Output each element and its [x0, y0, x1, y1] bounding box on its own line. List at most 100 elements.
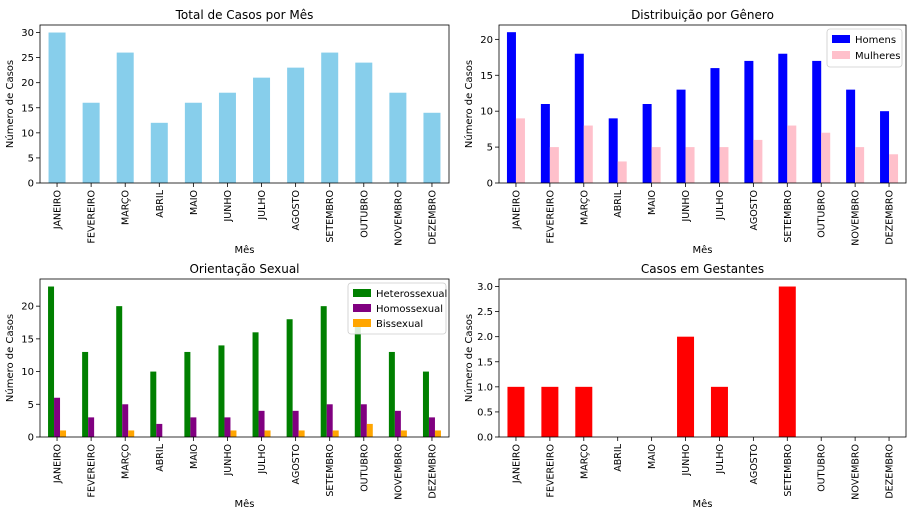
bar-abril	[150, 122, 168, 183]
bar-abril-mulheres	[617, 161, 627, 183]
chart-panel-1: Total de Casos por Mês 0 5 10 15 20 25 30 JANEIR…	[4, 8, 450, 256]
x-tick-label: AGOSTO	[291, 190, 302, 230]
legend-swatch	[353, 289, 371, 297]
bar-março	[116, 52, 134, 183]
legend-swatch	[353, 304, 371, 312]
plot-frame	[498, 278, 907, 438]
bar-dezembro-homens	[880, 111, 890, 183]
bar-maio	[184, 102, 202, 183]
bar-junho-homens	[676, 89, 686, 183]
bar-dezembro-homossexual	[428, 417, 435, 437]
bar-agosto-bissexual	[298, 430, 305, 437]
bar-outubro-mulheres	[821, 132, 831, 183]
x-tick-label: MAIO	[647, 190, 658, 215]
x-tick-label: MARÇO	[579, 190, 590, 225]
x-tick-label: JUNHO	[681, 190, 692, 222]
x-tick-label: NOVEMBRO	[851, 444, 862, 500]
bar-setembro	[778, 286, 796, 437]
x-tick-label: FEVEREIRO	[545, 444, 556, 497]
bar-setembro	[321, 52, 339, 183]
bar-outubro-heterossexual	[354, 325, 361, 437]
bar-setembro-bissexual	[332, 430, 339, 437]
bar-outubro-homossexual	[360, 404, 367, 437]
bar-janeiro	[48, 32, 66, 184]
x-tick-label: JULHO	[257, 444, 268, 475]
x-tick-label: SETEMBRO	[783, 190, 794, 243]
y-tick-label: 2.0	[477, 332, 493, 343]
bar-junho-heterossexual	[218, 345, 225, 437]
plot-frame	[39, 278, 450, 438]
bar-fevereiro	[82, 102, 100, 183]
x-tick-label: JANEIRO	[511, 190, 522, 230]
y-tick-label: 0.0	[477, 433, 493, 444]
bar-dezembro-mulheres	[889, 154, 899, 183]
bar-maio-homens	[642, 104, 652, 183]
legend-label: Bissexual	[376, 319, 423, 330]
chart-panel-2: Distribuição por Gênero 0 5 10 15 20 JANEIRO FE…	[463, 8, 907, 256]
x-tick-label: MARÇO	[579, 444, 590, 479]
x-tick-label: MAIO	[647, 444, 658, 469]
x-tick-label: JANEIRO	[53, 444, 64, 484]
y-axis-label: Número de Casos	[463, 314, 475, 402]
y-tick-label: 10	[480, 107, 493, 118]
bar-novembro-homossexual	[394, 410, 401, 437]
bar-abril-homossexual	[156, 423, 163, 437]
x-tick-label: OUTUBRO	[359, 190, 370, 238]
x-tick-label: AGOSTO	[749, 444, 760, 484]
chart-panel-4: Casos em Gestantes 0.0 0.5 1.0 1.5 2.0 2.5 3.0 J…	[463, 262, 907, 510]
legend-label: Heterossexual	[376, 289, 447, 300]
bar-junho	[218, 92, 236, 183]
x-tick-label: MAIO	[189, 190, 200, 215]
legend-box	[347, 282, 447, 335]
bar-fevereiro-homossexual	[88, 417, 95, 437]
x-tick-label: FEVEREIRO	[87, 444, 98, 497]
x-tick-label: JULHO	[257, 190, 268, 221]
x-tick-label: NOVEMBRO	[851, 190, 862, 246]
bar-novembro-bissexual	[400, 430, 407, 437]
bar-fevereiro-heterossexual	[82, 351, 89, 437]
x-tick-label: ABRIL	[155, 443, 166, 471]
bar-junho	[677, 336, 695, 437]
bar-junho-bissexual	[230, 430, 237, 437]
x-axis-label: Mês	[235, 244, 255, 256]
bar-abril-homens	[608, 118, 618, 183]
bar-maio-mulheres	[651, 147, 661, 183]
plot-frame	[39, 24, 450, 184]
bar-agosto-homossexual	[292, 410, 299, 437]
bar-fevereiro-homens	[540, 104, 550, 183]
bar-janeiro-homens	[506, 32, 516, 183]
y-tick-label: 15	[21, 103, 34, 114]
x-axis-label: Mês	[235, 498, 255, 510]
y-tick-label: 30	[21, 28, 34, 39]
x-tick-label: DEZEMBRO	[885, 190, 896, 245]
x-tick-label: ABRIL	[613, 443, 624, 471]
x-tick-label: JULHO	[715, 190, 726, 221]
bar-março-homossexual	[122, 404, 129, 437]
bar-novembro-homens	[846, 89, 856, 183]
bar-outubro	[355, 62, 373, 183]
x-tick-label: SETEMBRO	[325, 444, 336, 497]
x-tick-label: AGOSTO	[291, 444, 302, 484]
bar-março-bissexual	[128, 430, 135, 437]
bar-setembro-homens	[778, 53, 788, 184]
bar-fevereiro-mulheres	[549, 147, 559, 183]
x-tick-label: DEZEMBRO	[885, 444, 896, 499]
x-tick-label: MAIO	[189, 444, 200, 469]
y-tick-label: 0	[28, 433, 34, 444]
legend-swatch	[353, 319, 371, 327]
chart-title: Total de Casos por Mês	[175, 8, 314, 22]
y-tick-label: 0	[487, 179, 493, 190]
bar-setembro-mulheres	[787, 125, 797, 183]
x-tick-label: ABRIL	[613, 189, 624, 217]
x-axis-label: Mês	[693, 244, 713, 256]
y-tick-label: 20	[21, 78, 34, 89]
bar-setembro-heterossexual	[320, 306, 327, 437]
bar-setembro-homossexual	[326, 404, 333, 437]
x-tick-label: OUTUBRO	[359, 444, 370, 492]
y-tick-label: 0	[28, 179, 34, 190]
bar-janeiro-heterossexual	[48, 286, 55, 437]
y-tick-label: 10	[21, 128, 34, 139]
bar-outubro-homens	[812, 60, 822, 184]
y-tick-label: 20	[480, 35, 493, 46]
y-tick-label: 1.5	[477, 357, 493, 368]
